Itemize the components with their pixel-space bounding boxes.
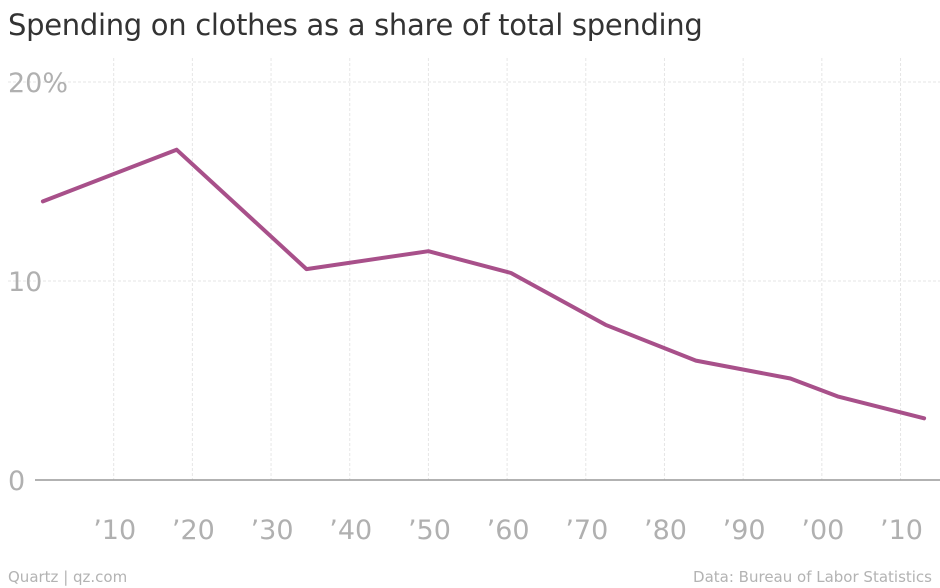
x-tick-label: ’00 <box>801 515 844 546</box>
x-tick-label: ’40 <box>329 515 372 546</box>
y-tick-label: 10 <box>8 267 42 298</box>
x-tick-label: ’20 <box>172 515 215 546</box>
x-tick-label: ’10 <box>93 515 136 546</box>
horizontal-gridlines <box>8 81 940 282</box>
footer-credit: Quartz | qz.com <box>8 568 128 586</box>
y-tick-label: 0 <box>8 466 25 497</box>
chart-title: Spending on clothes as a share of total … <box>8 8 703 42</box>
x-tick-labels: ’10 ’20 ’30 ’40 ’50 ’60 ’70 ’80 ’90 ’00 ’10 <box>93 515 923 546</box>
x-tick-label: ’50 <box>408 515 451 546</box>
series-group <box>40 147 927 421</box>
series-line <box>40 147 927 421</box>
x-tick-label: ’10 <box>880 515 923 546</box>
x-tick-label: ’90 <box>723 515 766 546</box>
x-tick-label: ’80 <box>644 515 687 546</box>
vertical-gridlines <box>113 58 902 480</box>
x-tick-label: ’70 <box>565 515 608 546</box>
footer-source: Data: Bureau of Labor Statistics <box>693 568 932 586</box>
x-tick-label: ’30 <box>251 515 294 546</box>
y-tick-labels: 0 10 20% <box>8 68 68 497</box>
x-tick-label: ’60 <box>487 515 530 546</box>
y-tick-label: 20% <box>8 68 68 99</box>
